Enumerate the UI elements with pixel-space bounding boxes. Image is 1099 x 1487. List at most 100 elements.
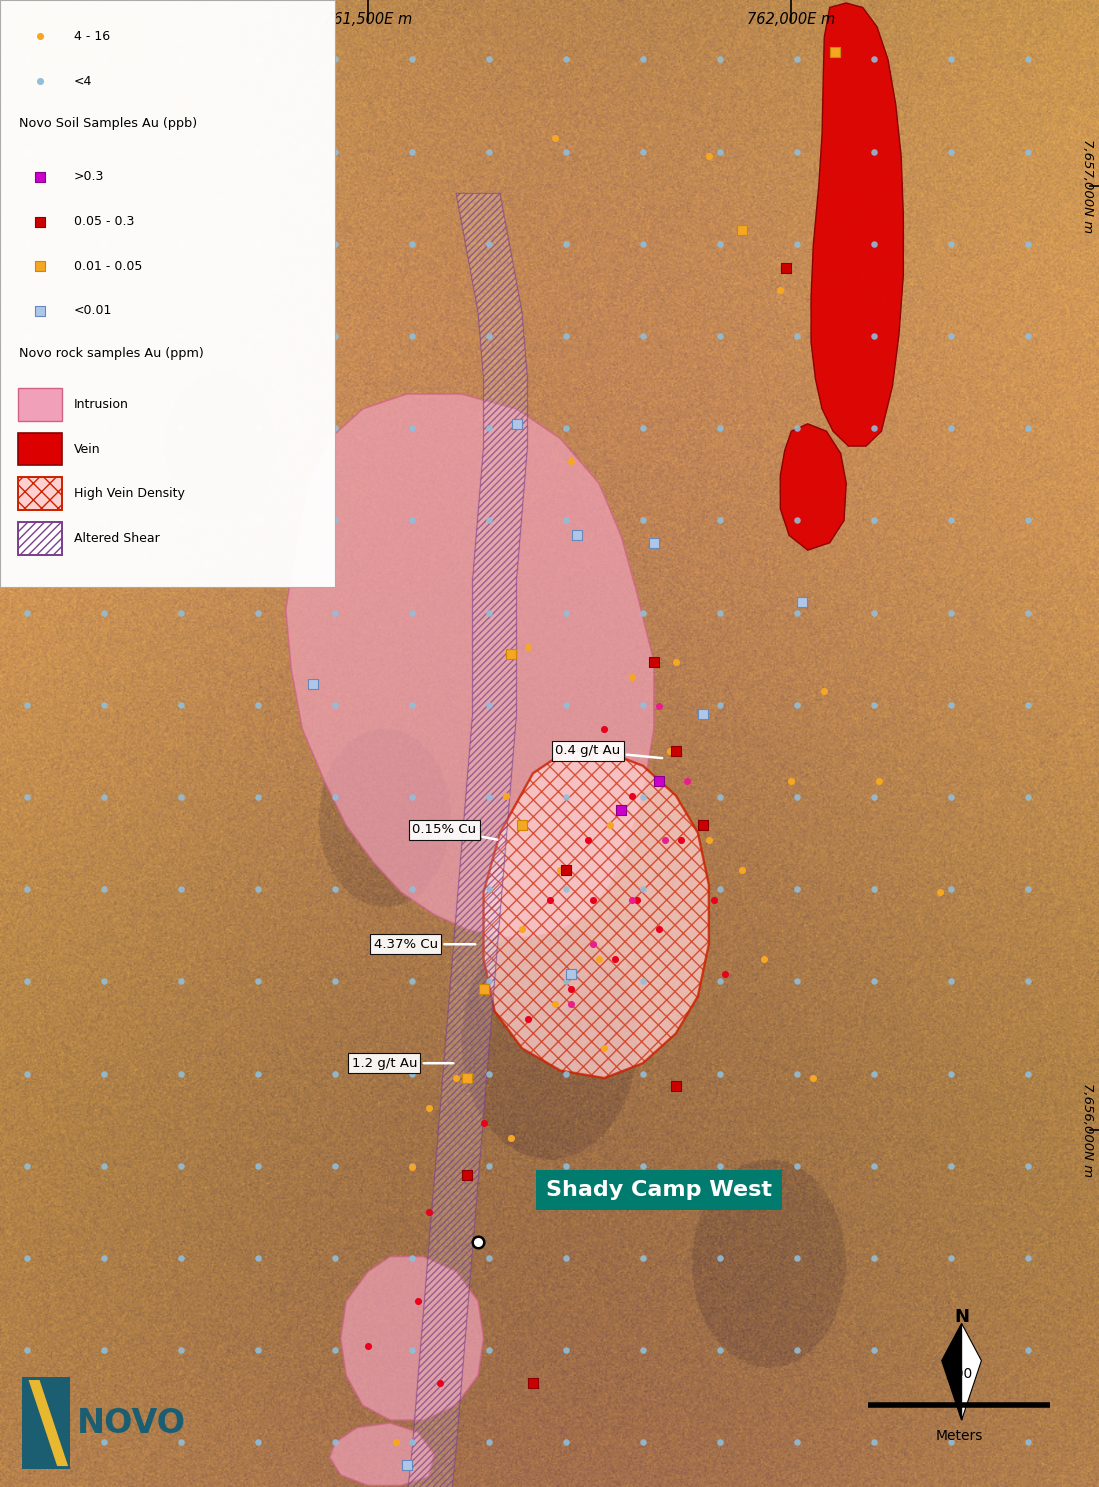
Point bbox=[865, 509, 882, 532]
Point bbox=[623, 888, 641, 912]
Point bbox=[634, 1430, 652, 1454]
Point bbox=[634, 785, 652, 809]
Point bbox=[19, 1062, 36, 1086]
Point bbox=[249, 785, 267, 809]
Point bbox=[502, 1126, 520, 1149]
Point bbox=[711, 693, 729, 717]
Point bbox=[387, 1430, 404, 1454]
Point bbox=[645, 531, 663, 555]
Text: 1.2 g/t Au: 1.2 g/t Au bbox=[352, 1057, 453, 1069]
Point bbox=[403, 1155, 421, 1179]
Point bbox=[420, 1096, 437, 1120]
Point bbox=[96, 324, 113, 348]
Point bbox=[326, 601, 344, 625]
Point bbox=[1019, 877, 1036, 901]
Point bbox=[96, 416, 113, 440]
Point bbox=[634, 601, 652, 625]
Point bbox=[942, 324, 959, 348]
Point bbox=[700, 144, 718, 168]
Point bbox=[326, 48, 344, 71]
Point bbox=[480, 48, 498, 71]
Point bbox=[403, 416, 421, 440]
Point bbox=[513, 813, 531, 837]
Point bbox=[480, 785, 498, 809]
Point bbox=[711, 140, 729, 164]
Point bbox=[612, 799, 630, 822]
Point bbox=[557, 324, 575, 348]
Point bbox=[563, 992, 580, 1016]
Point bbox=[403, 1062, 421, 1086]
Point bbox=[96, 232, 113, 256]
Point bbox=[19, 232, 36, 256]
Point bbox=[557, 509, 575, 532]
Point bbox=[31, 210, 48, 233]
Polygon shape bbox=[341, 1257, 484, 1420]
Point bbox=[793, 590, 811, 614]
Point bbox=[662, 739, 679, 763]
Point bbox=[788, 1246, 806, 1270]
Point bbox=[942, 140, 959, 164]
Point bbox=[398, 1453, 415, 1477]
Point bbox=[788, 785, 806, 809]
Point bbox=[711, 877, 729, 901]
Text: Novo Soil Samples Au (ppb): Novo Soil Samples Au (ppb) bbox=[19, 117, 197, 129]
Point bbox=[865, 601, 882, 625]
Point bbox=[19, 785, 36, 809]
Point bbox=[403, 1154, 421, 1178]
Point bbox=[865, 232, 882, 256]
Point bbox=[667, 739, 685, 763]
Point bbox=[19, 601, 36, 625]
Point bbox=[942, 509, 959, 532]
Point bbox=[788, 1062, 806, 1086]
Polygon shape bbox=[942, 1323, 962, 1420]
Point bbox=[557, 140, 575, 164]
Text: 762,000E m: 762,000E m bbox=[747, 12, 835, 27]
Point bbox=[326, 1246, 344, 1270]
Text: 4 - 16: 4 - 16 bbox=[74, 30, 110, 43]
Point bbox=[96, 509, 113, 532]
Point bbox=[249, 509, 267, 532]
Point bbox=[865, 1062, 882, 1086]
Text: N: N bbox=[954, 1309, 969, 1326]
Text: 0.15% Cu: 0.15% Cu bbox=[412, 824, 498, 840]
Point bbox=[771, 278, 789, 302]
Point bbox=[403, 601, 421, 625]
Point bbox=[96, 970, 113, 993]
Point bbox=[403, 1430, 421, 1454]
Text: >0.3: >0.3 bbox=[74, 171, 104, 183]
Point bbox=[519, 1007, 536, 1030]
Point bbox=[96, 601, 113, 625]
Point bbox=[326, 693, 344, 717]
Point bbox=[403, 324, 421, 348]
Point bbox=[711, 48, 729, 71]
Point bbox=[788, 1154, 806, 1178]
Point bbox=[634, 1338, 652, 1362]
Point bbox=[865, 1338, 882, 1362]
Point bbox=[480, 324, 498, 348]
Point bbox=[31, 299, 48, 323]
Point bbox=[711, 324, 729, 348]
Point bbox=[557, 785, 575, 809]
Point bbox=[634, 1154, 652, 1178]
Point bbox=[1019, 509, 1036, 532]
Point bbox=[546, 126, 564, 150]
Point bbox=[634, 1246, 652, 1270]
Point bbox=[249, 1338, 267, 1362]
Point bbox=[96, 1338, 113, 1362]
Point bbox=[651, 769, 668, 793]
Point bbox=[480, 140, 498, 164]
Text: 4.37% Cu: 4.37% Cu bbox=[374, 938, 475, 950]
Point bbox=[788, 324, 806, 348]
Point bbox=[19, 140, 36, 164]
Point bbox=[865, 324, 882, 348]
Point bbox=[788, 601, 806, 625]
Text: Shady Camp West: Shady Camp West bbox=[546, 1179, 773, 1200]
Point bbox=[173, 232, 190, 256]
Point bbox=[711, 1338, 729, 1362]
Point bbox=[623, 665, 641, 688]
Point bbox=[326, 324, 344, 348]
Text: 7,657,000N m: 7,657,000N m bbox=[1080, 138, 1094, 233]
Point bbox=[173, 970, 190, 993]
Point bbox=[541, 888, 558, 912]
Point bbox=[19, 509, 36, 532]
